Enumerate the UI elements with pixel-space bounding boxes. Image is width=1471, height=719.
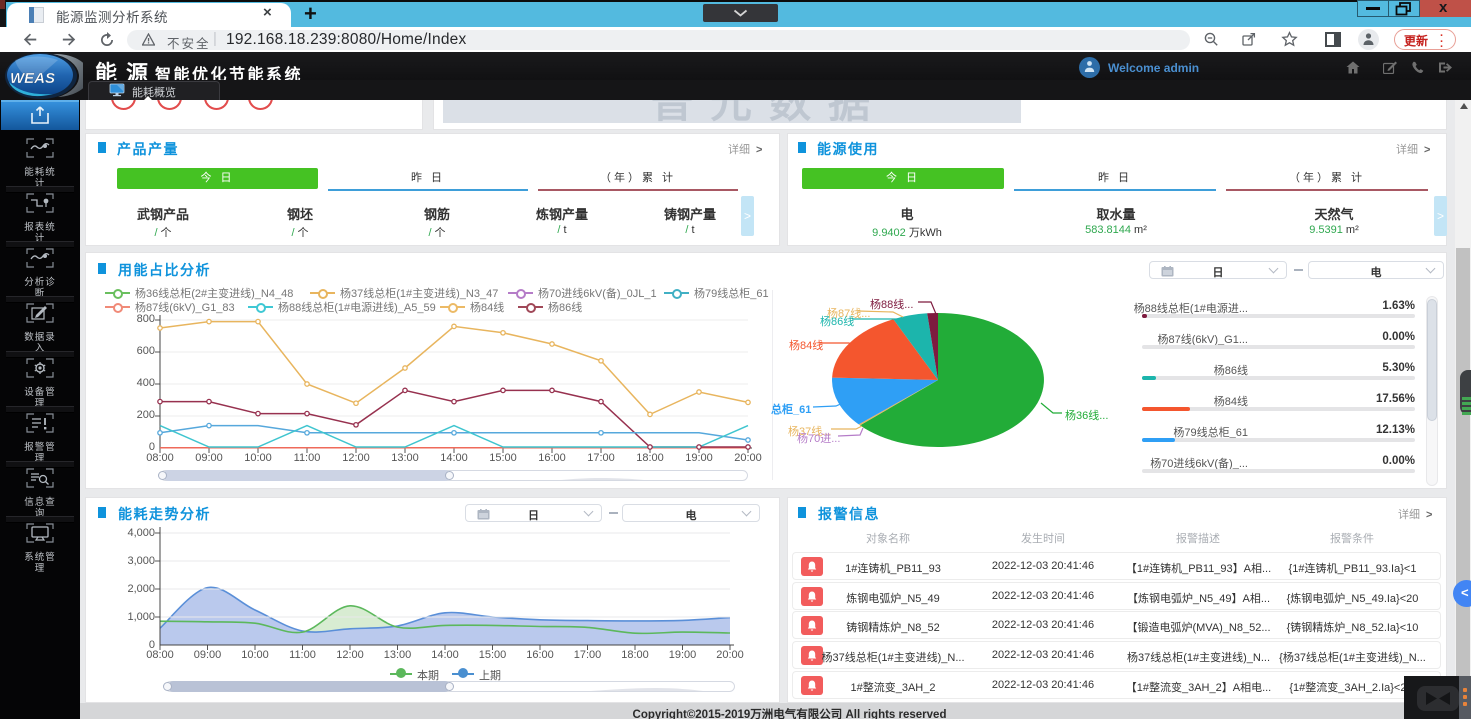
svg-text:WEAS: WEAS	[10, 70, 55, 87]
